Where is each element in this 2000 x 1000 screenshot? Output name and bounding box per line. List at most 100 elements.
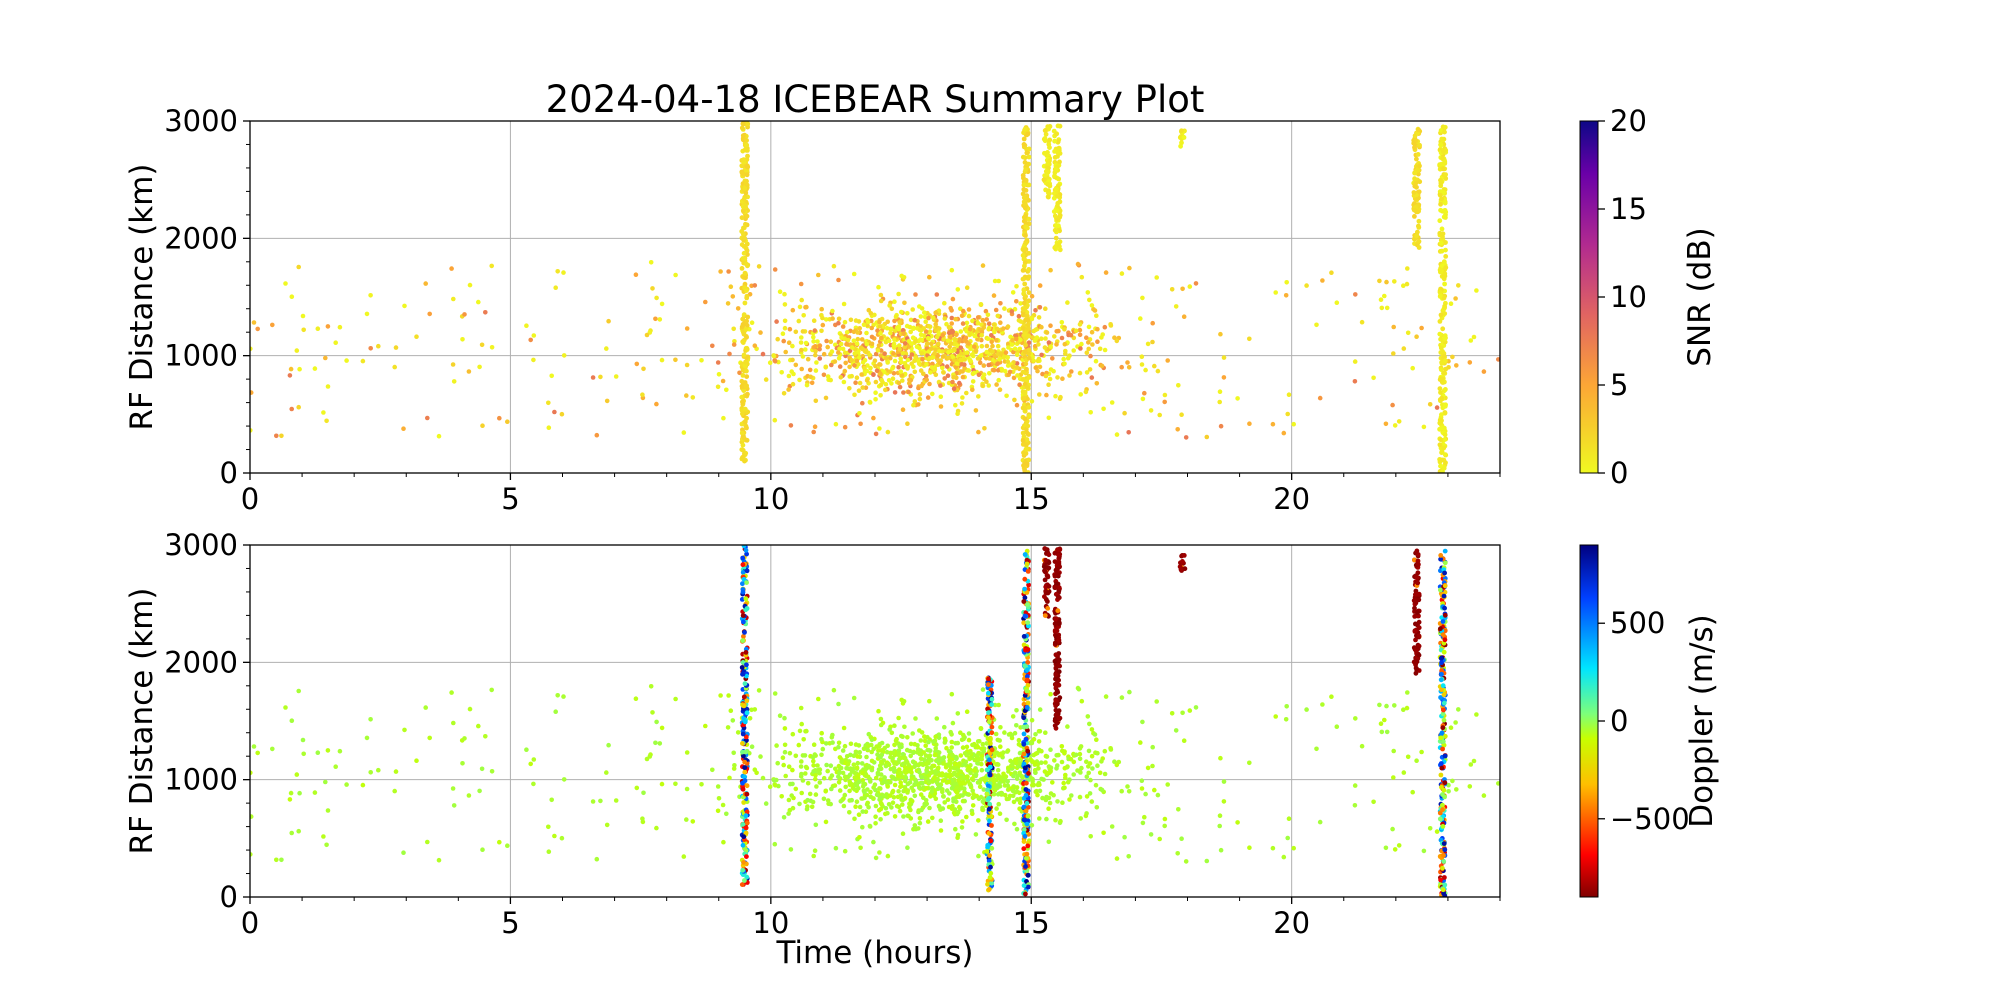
data-point	[896, 804, 902, 810]
data-point	[337, 748, 343, 754]
data-point	[781, 391, 787, 396]
data-point	[900, 831, 906, 836]
data-point	[1442, 311, 1448, 316]
data-point	[1443, 366, 1449, 372]
data-point	[1413, 662, 1418, 668]
data-point	[1056, 620, 1062, 626]
data-point	[1437, 218, 1443, 224]
data-point	[805, 780, 811, 786]
data-point	[1377, 278, 1382, 284]
data-point	[932, 775, 937, 780]
data-point	[1061, 356, 1066, 362]
data-point	[489, 263, 495, 269]
data-point	[793, 329, 799, 335]
data-point	[892, 299, 897, 305]
data-point	[1150, 763, 1155, 769]
data-point	[1126, 430, 1131, 435]
data-point	[1021, 817, 1027, 823]
data-point	[917, 751, 923, 757]
data-point	[949, 267, 955, 273]
data-point	[853, 380, 858, 386]
data-point	[1099, 787, 1105, 793]
data-point	[1022, 331, 1028, 337]
data-point	[1006, 345, 1011, 350]
data-point	[838, 341, 844, 347]
data-point	[890, 800, 896, 805]
data-point	[797, 377, 802, 383]
data-point	[983, 308, 989, 314]
data-point	[1065, 779, 1071, 785]
data-point	[836, 774, 841, 779]
data-point	[742, 778, 748, 784]
data-point	[1281, 854, 1287, 860]
data-point	[1281, 430, 1287, 436]
data-point	[739, 430, 745, 436]
data-point	[524, 747, 529, 752]
data-point	[1024, 461, 1030, 467]
data-point	[528, 761, 533, 767]
data-point	[996, 278, 1001, 284]
data-point	[799, 721, 804, 727]
data-point	[854, 799, 860, 804]
data-point	[732, 339, 737, 344]
data-point	[985, 706, 990, 712]
data-point	[900, 774, 905, 780]
data-point	[337, 324, 343, 330]
data-point	[989, 696, 995, 702]
data-point	[946, 773, 951, 779]
data-point	[964, 285, 970, 291]
data-point	[891, 371, 897, 376]
data-point	[462, 736, 467, 741]
data-point	[864, 754, 869, 760]
data-point	[844, 341, 850, 347]
data-point	[1067, 373, 1072, 378]
data-point	[979, 756, 984, 762]
data-point	[483, 310, 488, 315]
data-point	[851, 762, 857, 767]
data-point	[805, 356, 811, 362]
data-point	[312, 366, 318, 371]
data-point	[956, 762, 962, 767]
data-point	[270, 322, 275, 328]
data-point	[1165, 358, 1170, 363]
data-point	[907, 324, 913, 330]
data-point	[902, 765, 908, 770]
data-point	[838, 765, 844, 771]
data-point	[1029, 717, 1035, 723]
data-point	[817, 770, 822, 776]
data-point	[1392, 279, 1397, 284]
data-point	[1109, 824, 1115, 829]
data-point	[1416, 127, 1421, 133]
data-point	[1140, 820, 1146, 826]
data-point	[1077, 756, 1083, 762]
data-point	[959, 401, 965, 406]
data-point	[790, 381, 796, 387]
data-point	[1021, 463, 1026, 468]
data-point	[960, 357, 966, 362]
data-point	[1139, 786, 1145, 791]
data-point	[976, 394, 981, 399]
data-point	[1022, 613, 1028, 619]
data-point	[1035, 792, 1040, 798]
data-point	[1010, 364, 1016, 370]
data-point	[852, 392, 857, 398]
data-point	[883, 806, 889, 811]
data-point	[800, 753, 806, 758]
data-point	[1218, 331, 1223, 337]
data-point	[875, 348, 881, 353]
data-point	[1023, 808, 1029, 814]
data-point	[1046, 583, 1052, 589]
data-point	[829, 349, 835, 354]
data-point	[427, 311, 433, 317]
data-point	[917, 728, 922, 733]
data-point	[1221, 799, 1227, 804]
data-point	[860, 809, 865, 814]
data-point	[1139, 362, 1145, 367]
data-point	[1019, 774, 1025, 779]
data-point	[604, 346, 609, 351]
data-point	[1022, 595, 1028, 601]
data-point	[899, 796, 905, 802]
data-point	[1415, 610, 1420, 615]
data-point	[1152, 363, 1157, 369]
data-point	[842, 368, 848, 374]
